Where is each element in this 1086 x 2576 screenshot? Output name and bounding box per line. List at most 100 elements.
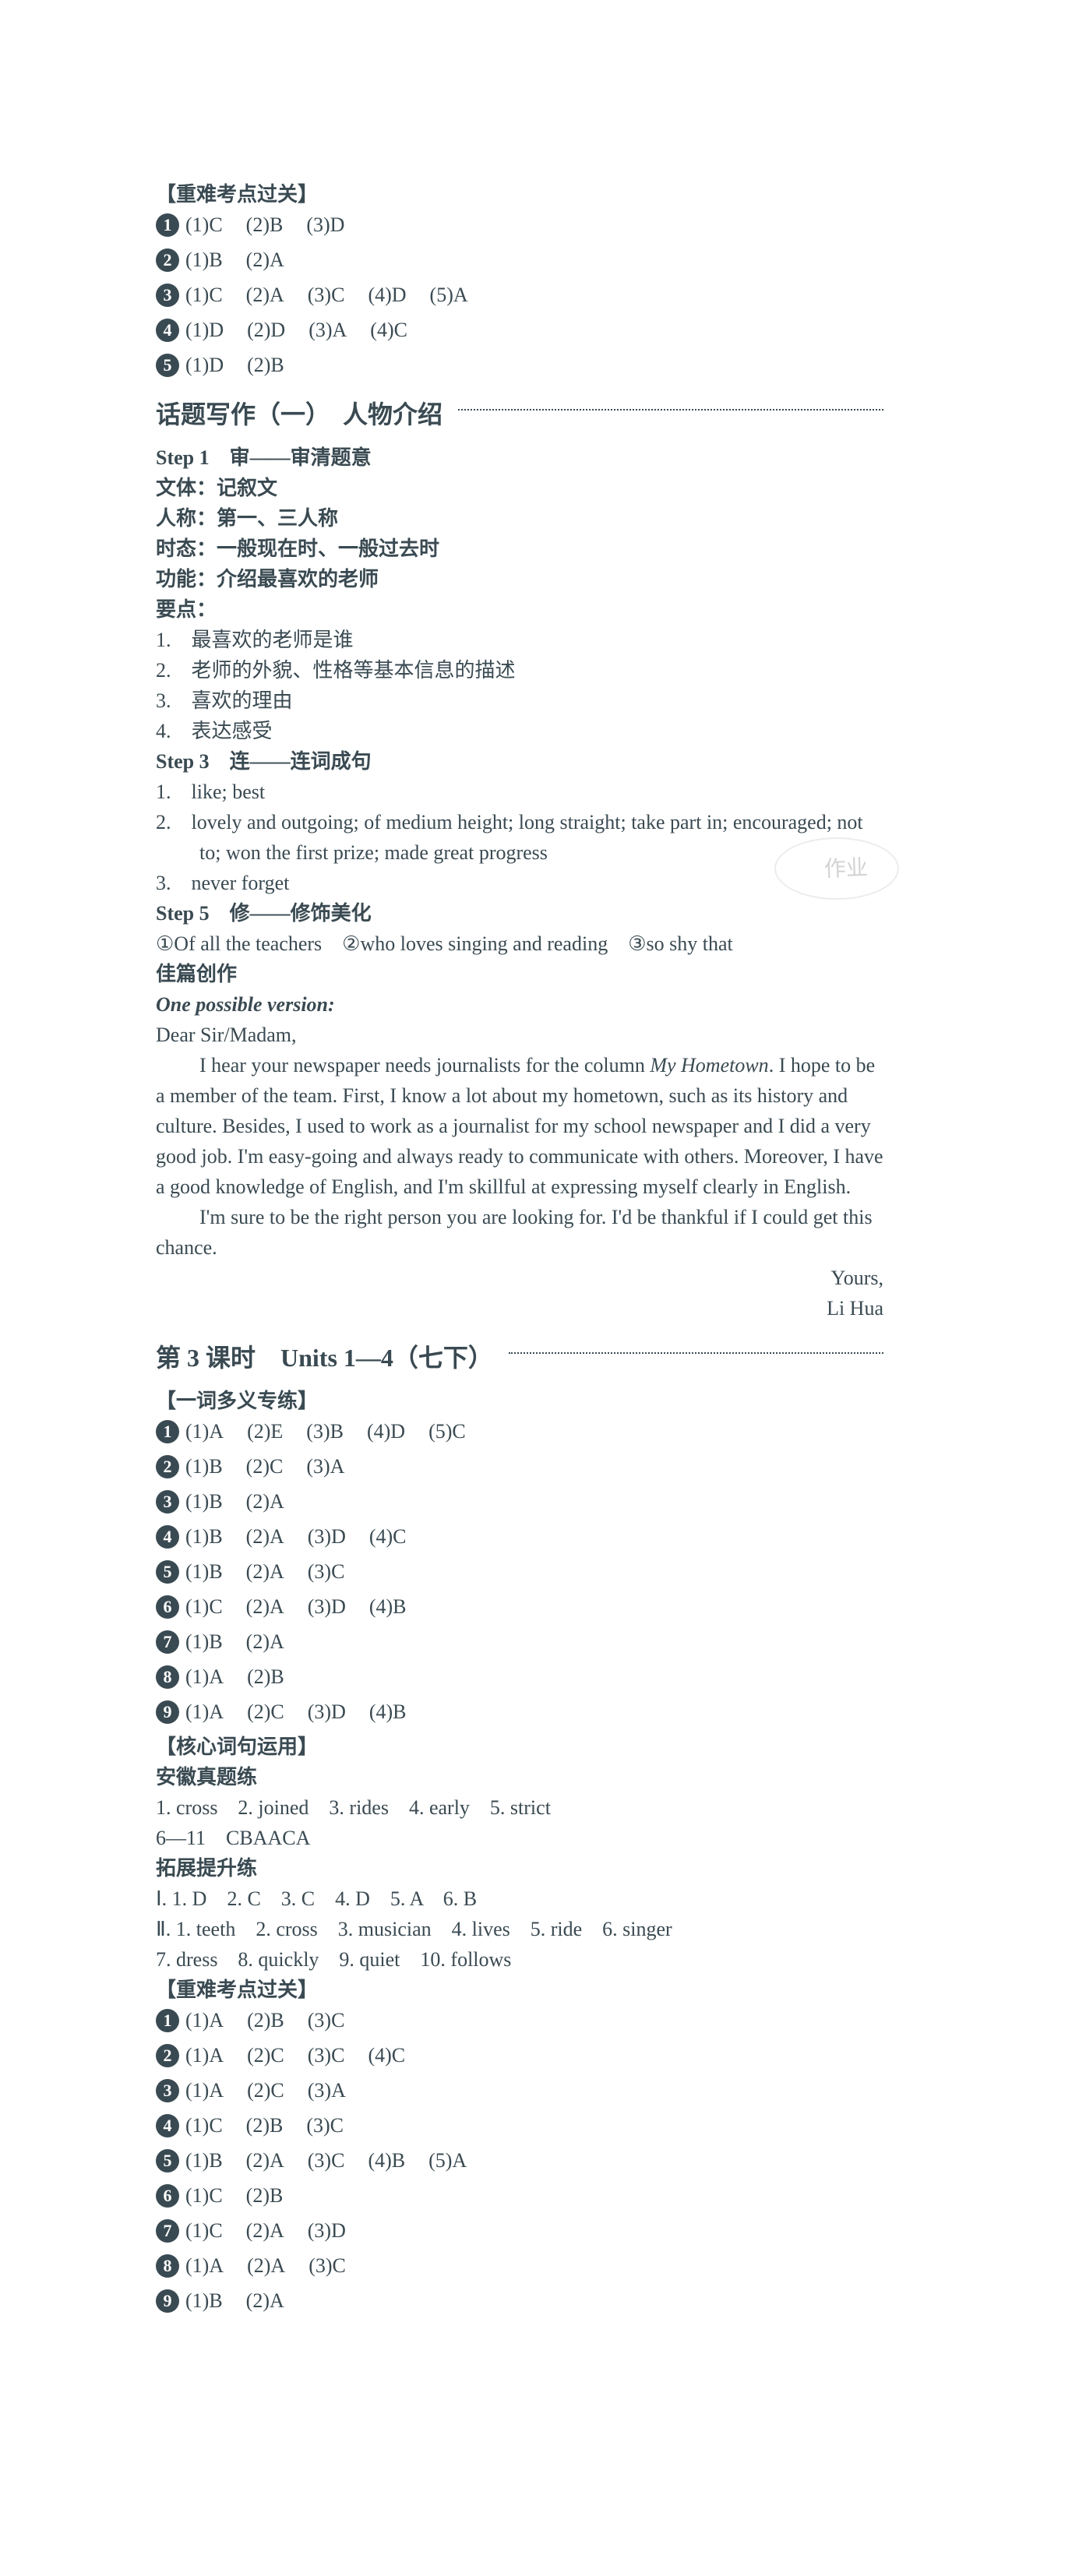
question-number-circle: 2 bbox=[156, 2044, 179, 2067]
question-number-circle: 6 bbox=[156, 1595, 179, 1619]
answer-item: (1)A bbox=[185, 2005, 224, 2035]
jiapian-label: 佳篇创作 bbox=[156, 959, 883, 989]
step5-label: Step 5 修——修饰美化 bbox=[156, 898, 883, 929]
answer-row: 5(1)B(2)A(3)C bbox=[156, 1556, 883, 1587]
answer-item: (2)A bbox=[246, 2145, 284, 2176]
answer-item: (2)C bbox=[247, 2040, 284, 2070]
answer-item: (2)B bbox=[246, 2110, 284, 2141]
question-number-circle: 5 bbox=[156, 354, 179, 377]
question-number-circle: 6 bbox=[156, 2184, 179, 2208]
tuozhan-label: 拓展提升练 bbox=[156, 1853, 883, 1884]
yaodian-label: 要点： bbox=[156, 594, 883, 625]
answer-item: (2)A bbox=[246, 1591, 284, 1622]
question-number-circle: 7 bbox=[156, 1630, 179, 1654]
answer-item: (2)A bbox=[247, 2250, 285, 2281]
topic-content: Step 1 审——审清题意 文体：记叙文 人称：第一、三人称 时态：一般现在时… bbox=[156, 442, 883, 1323]
answer-item: (2)E bbox=[247, 1416, 283, 1447]
answer-row: 8(1)A(2)A(3)C bbox=[156, 2250, 883, 2281]
answer-items: (1)A(2)A(3)C bbox=[185, 2250, 369, 2281]
answer-item: (2)A bbox=[246, 1626, 284, 1657]
answer-item: (4)C bbox=[370, 315, 407, 345]
answer-item: (2)A bbox=[246, 1556, 284, 1587]
answer-items: (1)C(2)A(3)D bbox=[185, 2215, 369, 2246]
salutation: Dear Sir/Madam, bbox=[156, 1020, 883, 1050]
answer-row: 6(1)C (2)B bbox=[156, 2180, 883, 2211]
answer-item: (1)A bbox=[185, 2250, 224, 2281]
list-item: 4. 表达感受 bbox=[156, 716, 883, 746]
answer-row: 3(1)B(2)A bbox=[156, 1486, 883, 1517]
answer-item: (4)C bbox=[369, 1521, 407, 1552]
section-difficult-points-1: 【重难考点过关】 1(1)C(2)B(3)D2(1)B(2)A3(1)C(2)A… bbox=[156, 179, 883, 380]
shitai: 时态：一般现在时、一般过去时 bbox=[156, 534, 883, 564]
question-number-circle: 2 bbox=[156, 248, 179, 272]
closing1: Yours, bbox=[156, 1263, 883, 1293]
answer-item: (1)B bbox=[185, 1626, 223, 1657]
answer-items: (1)A(2)B(3)C bbox=[185, 2005, 368, 2035]
answer-item: (1)C bbox=[185, 2110, 223, 2141]
question-number-circle: 1 bbox=[156, 1420, 179, 1443]
question-number-circle: 1 bbox=[156, 213, 179, 237]
answer-row: 3(1)A(2)C(3)A bbox=[156, 2075, 883, 2106]
step1-label: Step 1 审——审清题意 bbox=[156, 442, 883, 473]
answer-items: (1)A(2)C(3)D(4)B bbox=[185, 1697, 430, 1727]
answer-items: (1)C(2)B(3)D bbox=[185, 210, 368, 240]
answer-item: (1)D bbox=[185, 350, 224, 380]
answer-item: (3)C bbox=[306, 2110, 344, 2141]
question-number-circle: 5 bbox=[156, 2149, 179, 2173]
version-label: One possible version: bbox=[156, 989, 883, 1020]
answer-item: (2)A bbox=[246, 2285, 284, 2316]
answer-item: (3)D bbox=[306, 210, 344, 240]
answer-item: (1)B bbox=[185, 1451, 223, 1482]
answer-item: (3)D bbox=[308, 2215, 346, 2246]
lesson3-title: 第 3 课时 Units 1—4（七下） bbox=[156, 1339, 493, 1376]
answer-rows: 1(1)C(2)B(3)D2(1)B(2)A3(1)C(2)A(3)C(4)D(… bbox=[156, 210, 883, 380]
sec1-rows: 1(1)A(2)E(3)B(4)D(5)C2(1)B(2)C(3)A3(1)B(… bbox=[156, 1416, 883, 1727]
question-number-circle: 7 bbox=[156, 2219, 179, 2243]
answer-items: (1)B(2)A(3)C(4)B(5)A bbox=[185, 2145, 490, 2176]
answer-item: (2)A bbox=[246, 1486, 284, 1517]
section-title: 【重难考点过关】 bbox=[156, 179, 883, 210]
answer-item: (1)B bbox=[185, 1486, 223, 1517]
answer-items: (1)C(2)A(3)C(4)D(5)A bbox=[185, 280, 492, 310]
answer-item: (4)C bbox=[368, 2040, 405, 2070]
answer-item: (1)C bbox=[185, 2215, 223, 2246]
anhui-line2: 6—11 CBAACA bbox=[156, 1823, 883, 1853]
list-item: 2. lovely and outgoing; of medium height… bbox=[156, 807, 883, 868]
answer-item: (1)C bbox=[185, 1591, 223, 1622]
question-number-circle: 1 bbox=[156, 2009, 179, 2032]
answer-items: (1)C (2)B (3)C bbox=[185, 2110, 367, 2141]
answer-item: (1)C bbox=[185, 210, 223, 240]
answer-item: (1)A bbox=[185, 2040, 224, 2070]
question-number-circle: 8 bbox=[156, 1665, 179, 1689]
dotted-divider bbox=[458, 409, 883, 411]
answer-row: 5 (1)D (2)B bbox=[156, 350, 883, 380]
answer-item: (3)C bbox=[308, 2005, 345, 2035]
answer-item: (2)B bbox=[247, 350, 284, 380]
question-number-circle: 2 bbox=[156, 1455, 179, 1478]
step3-label: Step 3 连——连词成句 bbox=[156, 746, 883, 777]
answer-item: (1)B bbox=[185, 2285, 223, 2316]
answer-item: (2)A bbox=[246, 280, 284, 310]
answer-item: (3)C bbox=[308, 280, 345, 310]
closing2: Li Hua bbox=[156, 1293, 883, 1323]
answer-row: 8(1)A(2)B bbox=[156, 1662, 883, 1692]
question-number-circle: 9 bbox=[156, 1700, 179, 1724]
answer-row: 4(1)B(2)A(3)D(4)C bbox=[156, 1521, 883, 1552]
answer-item: (2)C bbox=[246, 1451, 284, 1482]
answer-item: (3)B bbox=[306, 1416, 344, 1447]
answer-item: (1)C bbox=[185, 2180, 223, 2211]
answer-item: (1)C bbox=[185, 280, 223, 310]
para1-a: I hear your newspaper needs journalists … bbox=[199, 1054, 650, 1077]
answer-item: (3)D bbox=[308, 1697, 346, 1727]
answer-items: (1)A(2)C(3)A bbox=[185, 2075, 369, 2106]
question-number-circle: 4 bbox=[156, 2114, 179, 2137]
anhui-line1: 1. cross 2. joined 3. rides 4. early 5. … bbox=[156, 1792, 883, 1823]
answer-item: (2)B bbox=[246, 2180, 284, 2211]
answer-row: 9(1)A(2)C(3)D(4)B bbox=[156, 1697, 883, 1727]
answer-items: (1)D (2)B bbox=[185, 350, 308, 380]
answer-row: 6(1)C(2)A(3)D(4)B bbox=[156, 1591, 883, 1622]
question-number-circle: 3 bbox=[156, 284, 179, 307]
lesson3-content: 【一词多义专练】 1(1)A(2)E(3)B(4)D(5)C2(1)B(2)C(… bbox=[156, 1386, 883, 2316]
answer-row: 7(1)C(2)A(3)D bbox=[156, 2215, 883, 2246]
gongneng: 功能：介绍最喜欢的老师 bbox=[156, 564, 883, 594]
